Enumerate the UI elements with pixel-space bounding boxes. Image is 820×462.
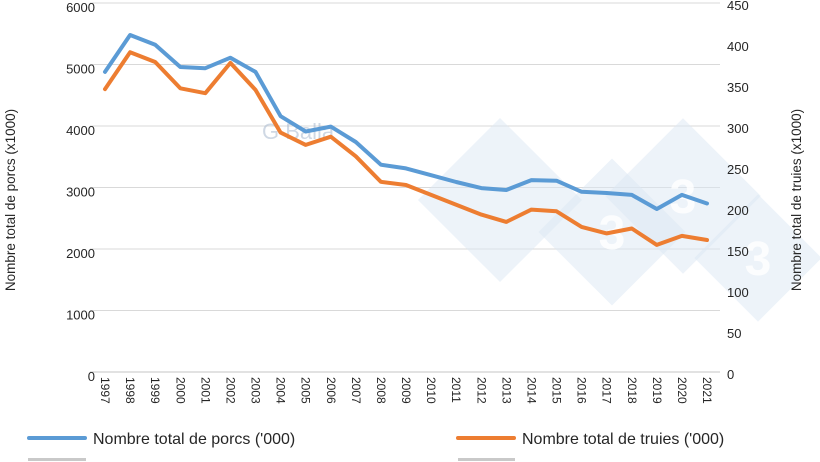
x-axis-year-label: 1998 [123,377,137,404]
left-axis-title: Nombre total de porcs (x1000) [3,109,18,291]
x-axis-year-label: 2021 [700,377,714,404]
x-axis-year-label: 2017 [600,377,614,404]
watermark-digit: 3 [745,233,772,286]
right-axis-tick-label: 200 [727,203,749,218]
porcs-line-series [103,33,709,211]
axis-ticks-layer: 0 1000 2000 3000 4000 5000 6000 0 50 100 150 200 250… [66,0,749,404]
left-axis-tick-label: 5000 [66,62,95,77]
x-axis-year-label: 2009 [399,377,413,404]
x-axis-year-label: 1999 [148,377,162,404]
right-axis-tick-label: 400 [727,39,749,54]
right-axis-tick-label: 0 [727,367,734,382]
series-layer [103,33,709,247]
x-axis-year-label: 2015 [550,377,564,404]
left-axis-tick-label: 2000 [66,246,95,261]
x-axis-year-label: 2018 [625,377,639,404]
right-axis-title: Nombre total de truies (x1000) [789,109,804,291]
x-axis-year-label: 2013 [499,377,513,404]
left-axis-tick-label: 3000 [66,185,95,200]
x-axis-year-label: 2019 [650,377,664,404]
x-axis-year-label: 2000 [173,377,187,404]
gridlines-layer [90,2,720,373]
x-axis-year-label: 2002 [223,377,237,404]
left-axis-tick-label: 4000 [66,123,95,138]
truies-line-series [103,50,709,247]
left-axis-tick-label: 6000 [66,0,95,15]
x-axis-year-label: 2010 [424,377,438,404]
legend-item-porcs: Nombre total de porcs ('000) [27,431,295,448]
right-axis-tick-label: 450 [727,0,749,13]
left-axis-tick-label: 1000 [66,308,95,323]
x-axis-year-label: 2020 [675,377,689,404]
legend-item-truies: Nombre total de truies ('000) [456,431,724,448]
x-axis-year-label: 2006 [324,377,338,404]
x-axis-year-label: 2014 [524,377,538,404]
x-axis-year-label: 2005 [299,377,313,404]
x-axis-year-label: 1997 [98,377,112,404]
left-axis-tick-label: 0 [88,369,95,384]
x-axis-year-label: 2004 [274,377,288,404]
right-axis-tick-label: 100 [727,285,749,300]
right-axis-tick-label: 350 [727,80,749,95]
right-axis-tick-label: 300 [727,121,749,136]
legend-label-truies: Nombre total de truies ('000) [522,431,724,448]
x-axis-year-label: 2007 [349,377,363,404]
x-axis-year-label: 2001 [198,377,212,404]
right-axis-tick-label: 150 [727,244,749,259]
legend: Nombre total de porcs ('000) Nombre tota… [27,431,724,461]
right-axis-tick-label: 50 [727,326,741,341]
x-axis-year-label: 2012 [474,377,488,404]
x-axis-year-label: 2003 [249,377,263,404]
right-axis-tick-label: 250 [727,162,749,177]
x-axis-year-label: 2016 [575,377,589,404]
legend-label-porcs: Nombre total de porcs ('000) [93,431,295,448]
x-axis-year-label: 2011 [449,377,463,403]
x-axis-year-label: 2008 [374,377,388,404]
